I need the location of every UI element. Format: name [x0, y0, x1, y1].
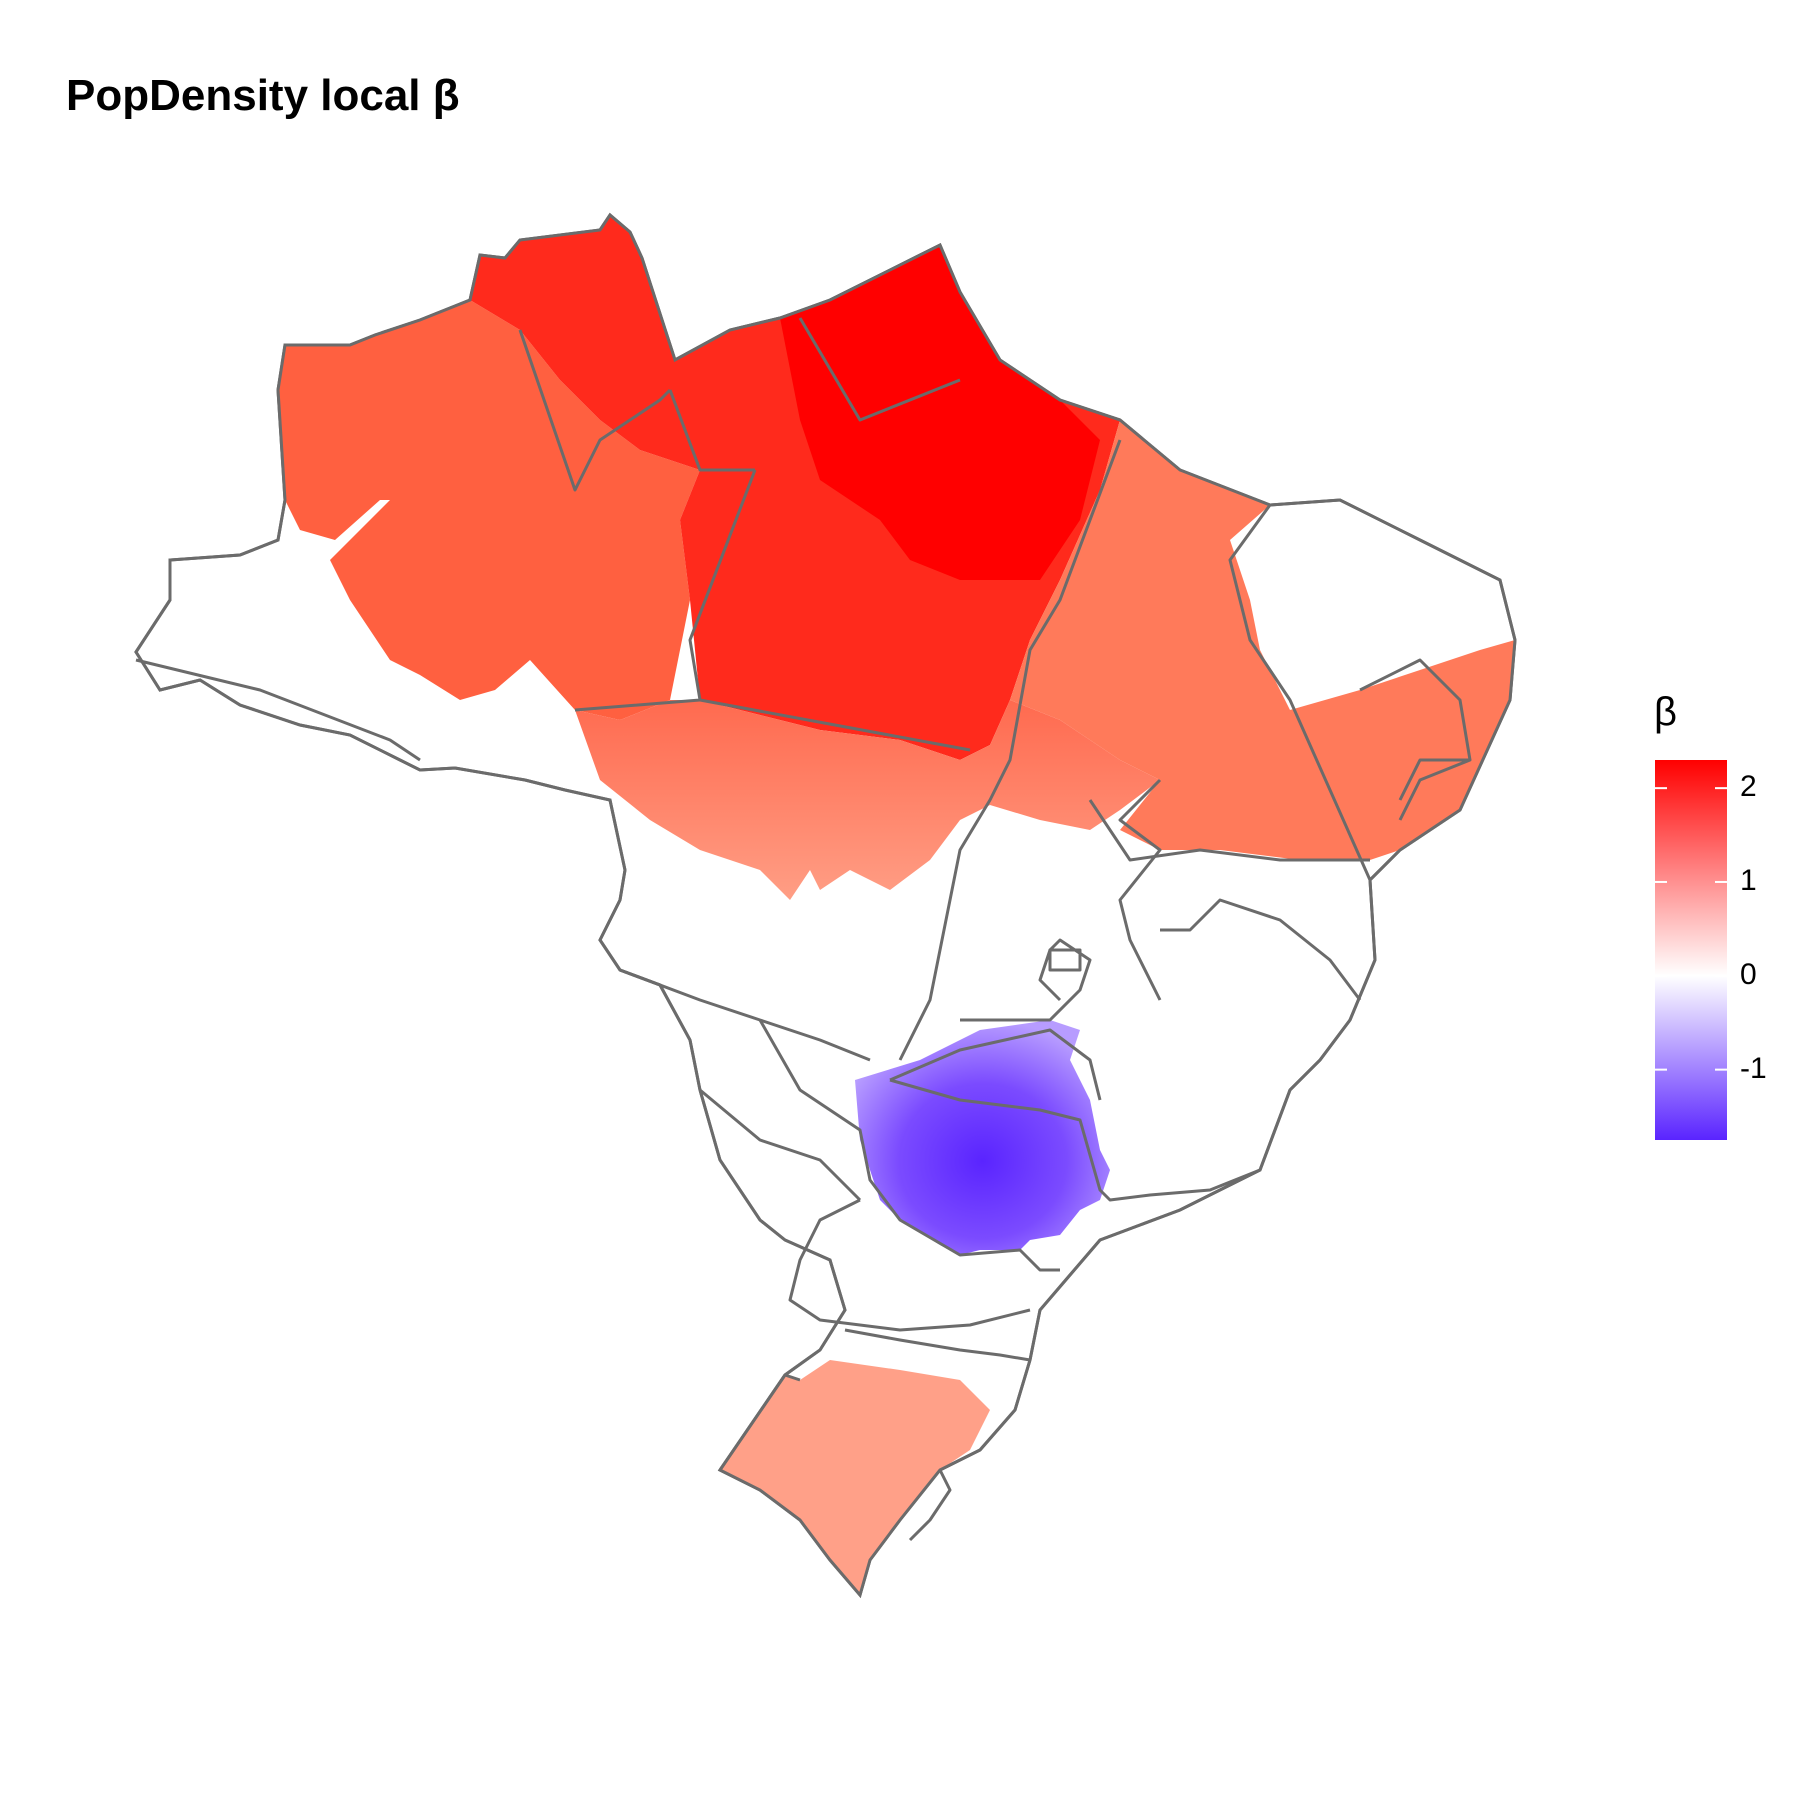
boundary-line: [1088, 799, 1370, 862]
region-north-central-band: [575, 700, 1160, 900]
boundary-line: [1359, 658, 1472, 801]
legend-colorbar: [1655, 760, 1727, 1140]
boundary-line: [135, 658, 421, 762]
boundary-line: [758, 1019, 1060, 1272]
region-northeast: [1010, 420, 1515, 860]
region-far-north: [780, 245, 1100, 580]
legend-tick-label: 2: [1740, 770, 1757, 804]
map-title: PopDensity local β: [66, 71, 460, 120]
boundary-line: [699, 698, 971, 752]
boundary-line: [798, 317, 961, 422]
region-south: [720, 1360, 990, 1595]
legend-title: β: [1654, 690, 1678, 734]
boundary-line: [668, 389, 755, 472]
boundary-line: [699, 1088, 862, 1202]
legend-tick-label: 1: [1740, 863, 1757, 897]
boundary-line: [908, 1469, 952, 1542]
boundary-line: [574, 469, 757, 712]
boundary-line: [1048, 948, 1082, 972]
state-boundaries: [135, 317, 1472, 1542]
legend-tick-label: -1: [1740, 1051, 1767, 1085]
boundary-line: [844, 1328, 1031, 1362]
boundary-line: [1398, 758, 1471, 821]
country-outline: [134, 212, 1517, 1599]
boundary-line: [1160, 898, 1362, 1001]
boundary-line: [1118, 778, 1162, 1001]
boundary-line: [898, 439, 1122, 1061]
boundary-line: [1228, 504, 1372, 881]
region-northwest: [278, 300, 700, 720]
color-legend: β 2 1 0 -1: [1640, 690, 1800, 1170]
legend-tick-label: 0: [1740, 957, 1757, 991]
boundary-line: [518, 329, 672, 492]
region-south-central: [855, 1020, 1110, 1255]
boundary-line: [788, 1198, 1031, 1332]
boundary-line: [889, 1028, 1102, 1101]
boundary-line: [889, 1078, 1261, 1202]
